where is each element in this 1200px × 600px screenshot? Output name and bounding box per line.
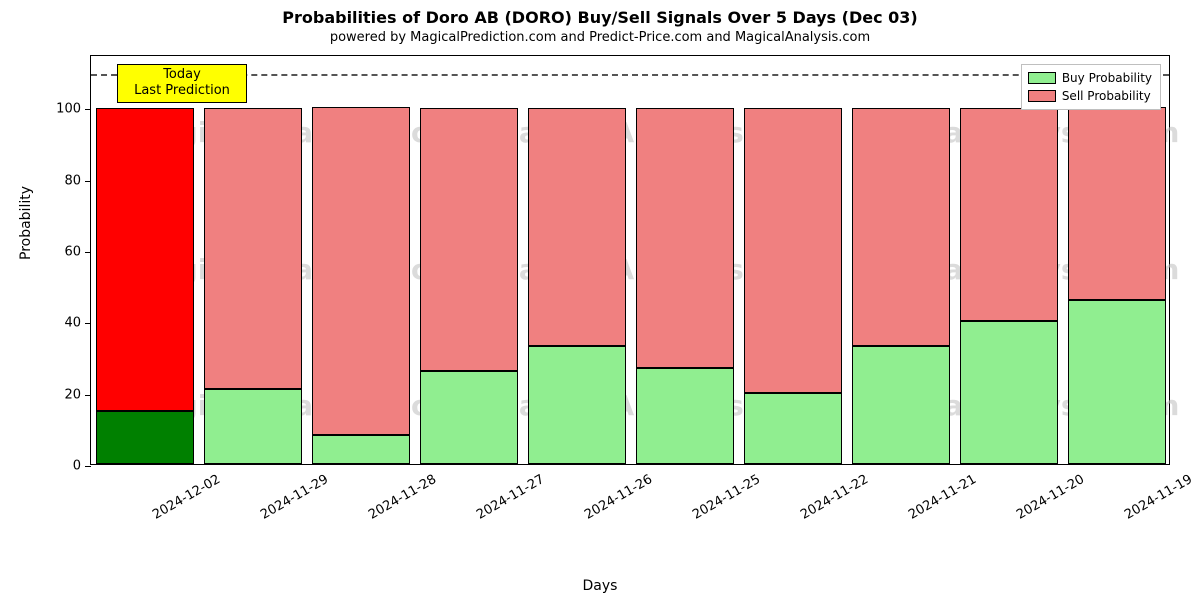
bar-buy	[1068, 300, 1165, 464]
y-tick	[85, 252, 91, 253]
bar-buy	[420, 371, 517, 464]
bar-sell	[96, 108, 193, 411]
bar-group	[204, 107, 301, 464]
x-tick-label: 2024-11-19	[1122, 472, 1195, 523]
y-tick	[85, 466, 91, 467]
bar-group	[636, 107, 733, 464]
bar-group	[852, 107, 949, 464]
y-tick	[85, 323, 91, 324]
y-axis-label: Probability	[18, 186, 34, 260]
y-tick-label: 60	[64, 245, 81, 260]
bar-group	[960, 107, 1057, 464]
x-tick-label: 2024-11-28	[366, 472, 439, 523]
bar-group	[744, 107, 841, 464]
bar-group	[1068, 107, 1165, 464]
y-tick-label: 20	[64, 387, 81, 402]
bar-sell	[852, 108, 949, 347]
bar-sell	[312, 107, 409, 435]
legend-row-buy: Buy Probability	[1028, 69, 1152, 87]
chart-title: Probabilities of Doro AB (DORO) Buy/Sell…	[0, 8, 1200, 27]
annotation-line-1: Today	[128, 67, 236, 83]
x-tick-label: 2024-11-20	[1014, 472, 1087, 523]
bar-buy	[960, 321, 1057, 464]
bar-sell	[420, 108, 517, 372]
bar-group	[312, 107, 409, 464]
bar-buy	[636, 368, 733, 464]
plot-area: MagicalAnalysis.comMagicalAnalysis.comMa…	[90, 55, 1170, 465]
x-tick-label: 2024-11-25	[690, 472, 763, 523]
legend-row-sell: Sell Probability	[1028, 87, 1152, 105]
bar-buy	[204, 389, 301, 464]
chart-subtitle: powered by MagicalPrediction.com and Pre…	[0, 30, 1200, 45]
x-tick-label: 2024-11-22	[798, 472, 871, 523]
bar-sell	[744, 108, 841, 393]
bar-group	[420, 107, 517, 464]
x-tick-label: 2024-11-27	[474, 472, 547, 523]
bar-group	[528, 107, 625, 464]
bar-buy	[96, 411, 193, 464]
y-tick	[85, 395, 91, 396]
figure: Probabilities of Doro AB (DORO) Buy/Sell…	[0, 0, 1200, 600]
y-tick-label: 100	[56, 102, 81, 117]
bars-container	[91, 56, 1169, 464]
bar-sell	[636, 108, 733, 368]
bar-sell	[1068, 107, 1165, 300]
x-tick-label: 2024-11-21	[906, 472, 979, 523]
x-tick-label: 2024-12-02	[150, 472, 223, 523]
y-tick	[85, 181, 91, 182]
legend: Buy Probability Sell Probability	[1021, 64, 1161, 110]
bar-buy	[528, 346, 625, 464]
y-tick-label: 0	[73, 459, 81, 474]
annotation-line-2: Last Prediction	[128, 83, 236, 99]
bar-buy	[312, 435, 409, 464]
y-tick-label: 80	[64, 173, 81, 188]
y-tick	[85, 109, 91, 110]
bar-group	[96, 107, 193, 464]
bar-sell	[204, 108, 301, 390]
x-tick-label: 2024-11-26	[582, 472, 655, 523]
legend-label-buy: Buy Probability	[1062, 69, 1152, 87]
bar-sell	[960, 108, 1057, 322]
legend-swatch-buy	[1028, 72, 1056, 84]
bar-buy	[852, 346, 949, 464]
x-axis-label: Days	[0, 578, 1200, 594]
bar-sell	[528, 108, 625, 347]
y-tick-label: 40	[64, 316, 81, 331]
legend-label-sell: Sell Probability	[1062, 87, 1151, 105]
x-tick-label: 2024-11-29	[258, 472, 331, 523]
bar-buy	[744, 393, 841, 464]
today-annotation: Today Last Prediction	[117, 64, 247, 103]
legend-swatch-sell	[1028, 90, 1056, 102]
